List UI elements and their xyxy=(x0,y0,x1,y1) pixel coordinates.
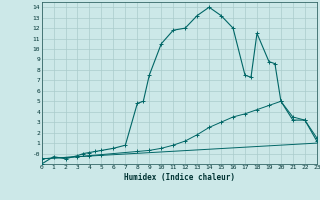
X-axis label: Humidex (Indice chaleur): Humidex (Indice chaleur) xyxy=(124,173,235,182)
